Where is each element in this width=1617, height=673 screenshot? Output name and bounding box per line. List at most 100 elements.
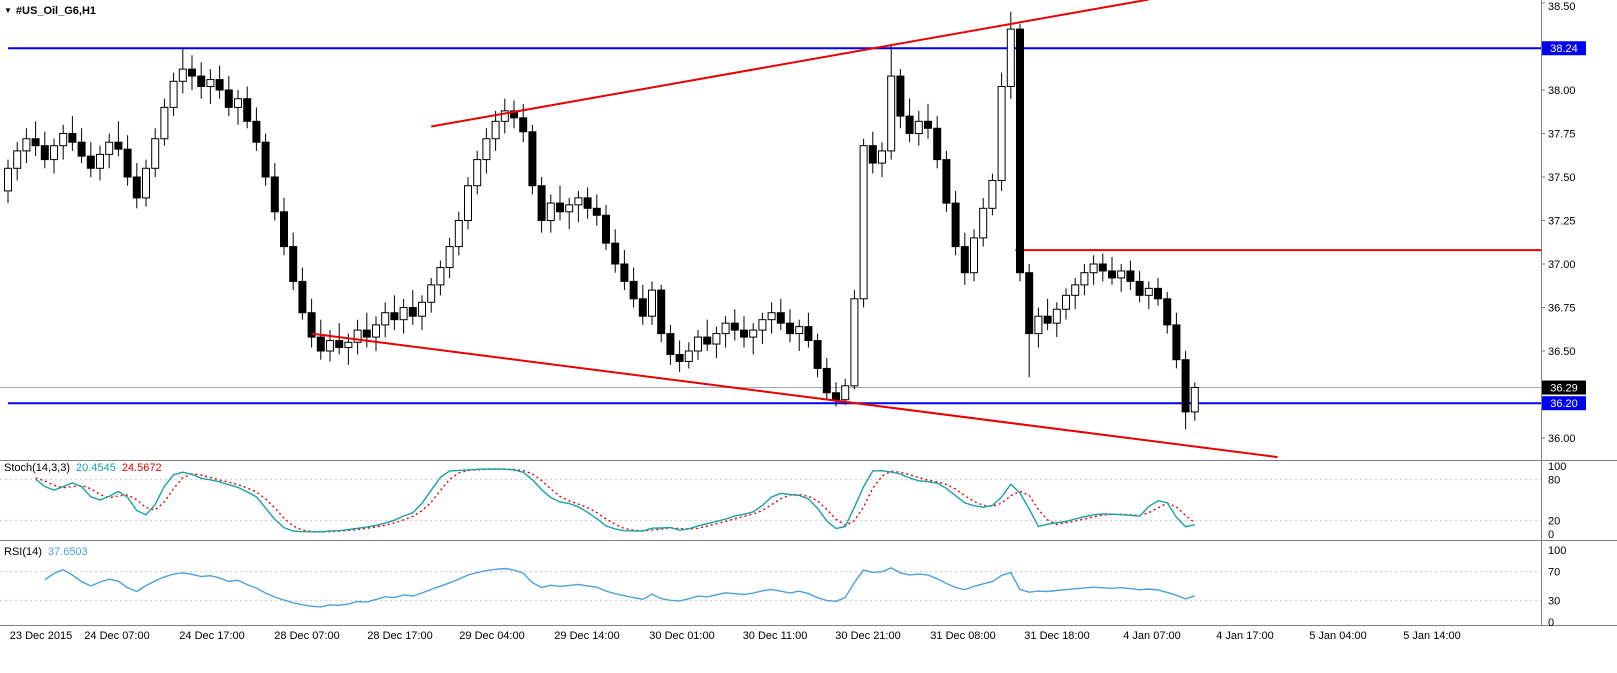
candle-bearish	[68, 133, 77, 143]
candle-bullish	[234, 98, 242, 108]
candle-bearish	[316, 336, 325, 352]
candle-bearish	[252, 120, 261, 143]
candle-bullish	[353, 329, 362, 343]
candle-bearish	[942, 159, 951, 204]
candle-bullish	[22, 138, 31, 152]
candle-bearish	[786, 322, 794, 335]
candle-bearish	[224, 89, 233, 108]
time-axis[interactable]: 23 Dec 2015 24 Dec 07:00 24 Dec 17:00 28 De…	[0, 628, 1617, 646]
candle-bearish	[703, 336, 712, 345]
candle-bearish	[197, 75, 206, 88]
upper-trendline[interactable]	[431, 0, 1149, 128]
symbol-label: ▼ #US_Oil_G6,H1	[4, 4, 96, 18]
candle-bearish	[132, 176, 141, 199]
candle-bearish	[298, 280, 307, 314]
candle-bullish	[399, 307, 408, 321]
candle-bullish	[914, 120, 923, 134]
candle-bullish	[464, 185, 472, 221]
price-tick-label: 36.75	[1548, 303, 1576, 315]
rsi-level-label: 30	[1548, 595, 1560, 607]
candle-bullish	[749, 329, 758, 338]
candle-bearish	[307, 312, 316, 338]
candle-bearish	[592, 207, 601, 216]
candle-bullish	[372, 324, 380, 338]
candle-bullish	[500, 110, 509, 122]
price-tick-label: 38.50	[1548, 1, 1576, 13]
candle-bearish	[1163, 298, 1172, 326]
candle-bullish	[878, 150, 886, 164]
price-tick-label: 36.00	[1548, 433, 1576, 445]
stoch-main-line	[35, 468, 1195, 533]
candle-bearish	[1172, 324, 1181, 361]
dropdown-triangle-icon: ▼	[4, 6, 12, 15]
candle-bearish	[776, 312, 785, 324]
candle-bullish	[206, 79, 215, 88]
candle-bearish	[804, 326, 813, 342]
rsi-name: RSI(14)	[4, 546, 42, 558]
candle-bearish	[611, 242, 620, 265]
candle-bearish	[1043, 315, 1052, 324]
candle-bullish	[1006, 28, 1015, 88]
candle-bearish	[270, 176, 279, 213]
candle-bearish	[666, 333, 675, 355]
time-axis-label: 24 Dec 17:00	[179, 630, 245, 642]
price-tick-label: 37.25	[1548, 216, 1576, 228]
candle-bullish	[574, 197, 583, 206]
candle-bullish	[151, 138, 160, 169]
candle-bearish	[362, 329, 371, 338]
candle-bearish	[215, 79, 224, 91]
stoch-level-label: 80	[1548, 475, 1560, 487]
candle-bearish	[114, 141, 123, 150]
price-tick-label: 36.50	[1548, 346, 1576, 358]
candle-bullish	[169, 80, 178, 108]
candle-bullish	[1052, 308, 1061, 324]
candle-bullish	[344, 341, 353, 349]
candle-bullish	[1190, 387, 1199, 413]
candle-bearish	[951, 202, 960, 248]
time-axis-label: 30 Dec 01:00	[649, 630, 715, 642]
candle-bearish	[77, 141, 86, 157]
candle-bearish	[905, 115, 914, 134]
candle-bullish	[1089, 263, 1098, 274]
time-axis-label: 28 Dec 17:00	[367, 630, 433, 642]
candle-bearish	[1126, 270, 1135, 282]
time-axis-label: 29 Dec 14:00	[554, 630, 620, 642]
candle-bullish	[482, 138, 491, 161]
lower-trendline[interactable]	[311, 332, 1278, 459]
resistance-badge[interactable]	[1542, 41, 1586, 56]
stoch-level-label: 0	[1548, 529, 1554, 541]
candle-bearish	[335, 340, 344, 349]
candle-bearish	[924, 120, 932, 129]
price-tick-label: 38.00	[1548, 85, 1576, 97]
candle-bearish	[123, 148, 132, 178]
candle-bullish	[887, 75, 896, 152]
rsi-level-label: 70	[1548, 567, 1560, 579]
candle-bullish	[445, 246, 454, 268]
candle-bullish	[4, 167, 12, 192]
support-badge[interactable]	[1542, 396, 1586, 411]
stoch-name: Stoch(14,3,3)	[4, 462, 71, 474]
candle-bearish	[556, 202, 564, 213]
candle-bearish	[280, 211, 288, 248]
candle-bearish	[730, 322, 739, 331]
time-axis-label: 5 Jan 14:00	[1403, 630, 1461, 642]
candle-bullish	[473, 159, 482, 187]
candle-bullish	[1080, 272, 1089, 286]
candle-bearish	[822, 367, 831, 394]
candle-bearish	[868, 145, 877, 164]
price-tick-label: 37.50	[1548, 172, 1576, 184]
candle-bullish	[105, 141, 114, 155]
rsi-indicator-label: RSI(14) 37.6503	[4, 546, 88, 559]
current-price-badge-label: 36.29	[1550, 383, 1578, 395]
candle-bearish	[1025, 272, 1034, 335]
candle-bullish	[712, 333, 721, 345]
stoch-level-label: 100	[1548, 461, 1566, 473]
candle-bullish	[694, 336, 702, 352]
candle-bearish	[528, 131, 537, 187]
current-price-badge[interactable]	[1542, 380, 1586, 395]
candle-bullish	[13, 150, 22, 169]
candle-bearish	[390, 312, 399, 321]
time-axis-label: 4 Jan 07:00	[1123, 630, 1181, 642]
candle-bullish	[979, 207, 988, 239]
